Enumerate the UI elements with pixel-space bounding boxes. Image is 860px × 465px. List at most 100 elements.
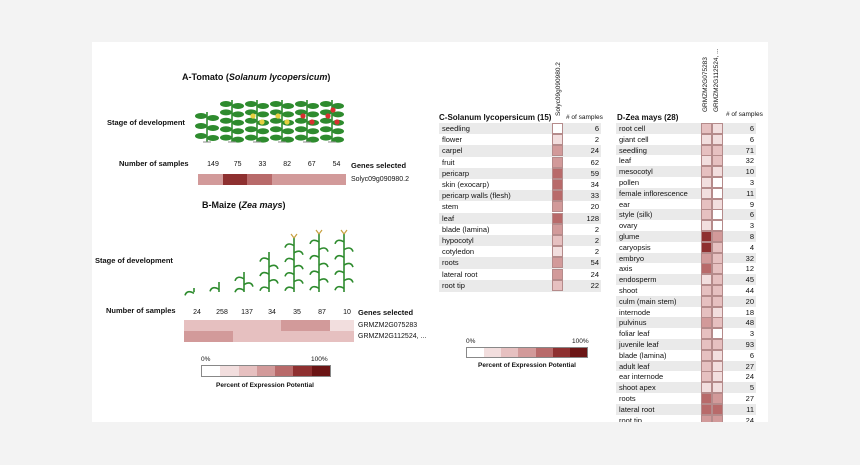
legend-swatch (467, 348, 485, 357)
expression-cell (701, 187, 712, 199)
row-tissue-label: fruit (442, 157, 455, 167)
panel-a-sample-count: 54 (332, 161, 341, 168)
table-row: seedling 6 (439, 123, 601, 135)
expression-cell (552, 257, 563, 269)
expression-cell (712, 306, 723, 318)
legend-swatch (202, 366, 221, 376)
expression-cell (701, 177, 712, 188)
panel-b-title-species: Zea mays (241, 200, 283, 210)
expression-cell (701, 306, 712, 318)
expression-cell (701, 123, 712, 134)
expression-cell (701, 155, 712, 167)
legend-swatch (238, 366, 257, 376)
tomato-stage-illustrations (195, 100, 344, 143)
expression-cell (701, 220, 712, 232)
row-tissue-label: axis (619, 264, 633, 274)
legend-swatch (552, 348, 570, 357)
row-sample-count: 9 (749, 199, 754, 209)
panel-a-heat-cell (198, 174, 223, 185)
maize-plant-icon (184, 288, 195, 296)
row-tissue-label: pollen (619, 178, 640, 187)
row-sample-count: 34 (590, 180, 599, 189)
row-sample-count: 6 (749, 350, 754, 360)
table-row: stem 20 (439, 201, 601, 214)
expression-cell (712, 263, 723, 275)
table-row: axis 12 (616, 263, 756, 275)
row-tissue-label: adult leaf (619, 361, 650, 371)
table-row: pericarp 59 (439, 167, 601, 180)
panel-d-gene-header-1: GRMZM2G075283 (702, 57, 709, 112)
table-row: root tip 24 (616, 414, 756, 422)
row-sample-count: 27 (745, 361, 754, 371)
panel-b-sample-count: 137 (241, 309, 253, 316)
table-row: ear internode 24 (616, 371, 756, 383)
row-sample-count: 59 (590, 168, 599, 178)
table-row: endosperm 45 (616, 274, 756, 286)
panel-a-sample-count: 82 (283, 161, 291, 168)
row-sample-count: 3 (749, 178, 754, 187)
table-row: fruit 62 (439, 156, 601, 169)
row-sample-count: 45 (745, 275, 754, 285)
panel-a-title: A-Tomato (Solanum lycopersicum) (182, 72, 330, 82)
panel-b-title-suffix: ) (282, 200, 286, 210)
expression-cell (701, 209, 712, 221)
row-sample-count: 11 (746, 188, 754, 198)
table-row: juvenile leaf 93 (616, 339, 756, 350)
expression-cell (701, 285, 712, 296)
row-tissue-label: ovary (619, 221, 638, 231)
expression-cell (701, 133, 712, 145)
panel-b-heat-cell (256, 320, 282, 331)
table-row: ovary 3 (616, 220, 756, 232)
expression-cell (701, 166, 712, 178)
expression-cell (701, 403, 712, 415)
table-row: mesocotyl 10 (616, 166, 756, 178)
legend-swatch (256, 366, 276, 376)
panel-a-heatmap (198, 174, 346, 185)
panel-a-samples-label: Number of samples (119, 159, 189, 168)
row-tissue-label: shoot (619, 286, 638, 295)
tomato-plant-icon (245, 100, 269, 143)
row-tissue-label: female inflorescence (619, 188, 688, 198)
expression-cell (712, 155, 723, 167)
expression-cell (712, 328, 723, 340)
expression-cell (701, 252, 712, 264)
row-sample-count: 20 (590, 202, 599, 212)
tomato-plant-icon (220, 100, 244, 143)
table-row: leaf 32 (616, 155, 756, 167)
legend-swatch (293, 366, 312, 376)
maize-plant-icon (309, 229, 329, 292)
row-tissue-label: skin (exocarp) (442, 180, 490, 189)
panel-d-count-header: # of samples (726, 111, 763, 118)
row-sample-count: 24 (745, 372, 754, 382)
row-sample-count: 3 (749, 221, 754, 231)
table-row: lateral root 11 (616, 403, 756, 415)
row-tissue-label: blade (lamina) (619, 350, 667, 360)
panel-a-title-suffix: ) (327, 72, 331, 82)
panel-b-heat-cell (208, 320, 233, 331)
expression-cell (552, 167, 563, 179)
row-sample-count: 3 (749, 329, 754, 339)
panel-b-heat-cell (232, 320, 257, 331)
row-sample-count: 71 (745, 145, 754, 155)
row-tissue-label: caryopsis (619, 242, 651, 252)
expression-cell (552, 201, 563, 213)
expression-cell (712, 295, 723, 307)
row-sample-count: 24 (745, 415, 754, 422)
expression-cell (712, 231, 723, 242)
row-tissue-label: mesocotyl (619, 167, 653, 177)
left-legend-min: 0% (201, 356, 211, 363)
row-tissue-label: roots (619, 394, 636, 403)
row-tissue-label: ear (619, 199, 630, 209)
row-sample-count: 33 (590, 191, 599, 201)
panel-a-gene-name: Solyc09g090980.2 (351, 176, 409, 183)
table-row: glume 8 (616, 231, 756, 242)
table-row: roots 54 (439, 257, 601, 270)
table-row: blade (lamina) 6 (616, 349, 756, 361)
right-legend-caption: Percent of Expression Potential (478, 362, 576, 369)
row-tissue-label: seedling (619, 145, 647, 155)
expression-cell (552, 268, 563, 280)
table-row: root tip 22 (439, 279, 601, 292)
legend-swatch (484, 348, 502, 357)
legend-swatch (220, 366, 239, 376)
panel-b-sample-count: 258 (216, 309, 228, 316)
